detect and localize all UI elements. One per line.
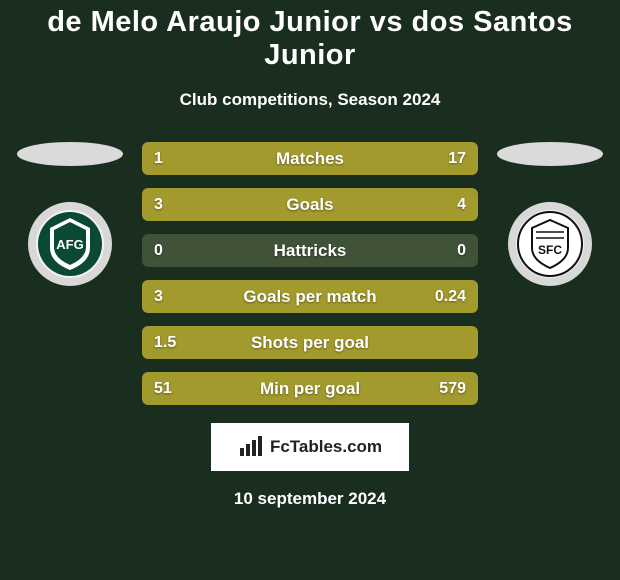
main-row: AFG 117Matches 34Goals 00Hattricks 30.24Goa… bbox=[0, 142, 620, 405]
stat-label: Goals per match bbox=[142, 287, 478, 307]
shield-icon: SFC bbox=[516, 210, 584, 278]
date: 10 september 2024 bbox=[234, 489, 386, 509]
watermark-text: FcTables.com bbox=[270, 437, 382, 457]
subtitle: Club competitions, Season 2024 bbox=[180, 90, 441, 110]
right-column: SFC bbox=[496, 142, 604, 286]
svg-text:AFG: AFG bbox=[56, 237, 83, 252]
left-team-crest: AFG bbox=[28, 202, 112, 286]
right-player-placeholder bbox=[497, 142, 603, 166]
stat-bar: 1.5Shots per goal bbox=[142, 326, 478, 359]
stat-label: Goals bbox=[142, 195, 478, 215]
stat-label: Matches bbox=[142, 149, 478, 169]
comparison-card: de Melo Araujo Junior vs dos Santos Juni… bbox=[0, 0, 620, 580]
right-team-crest: SFC bbox=[508, 202, 592, 286]
chart-icon bbox=[238, 436, 264, 458]
stat-bar: 00Hattricks bbox=[142, 234, 478, 267]
shield-icon: AFG bbox=[36, 210, 104, 278]
left-player-placeholder bbox=[17, 142, 123, 166]
stat-label: Shots per goal bbox=[142, 333, 478, 353]
stat-label: Hattricks bbox=[142, 241, 478, 261]
stat-bar: 117Matches bbox=[142, 142, 478, 175]
stats-column: 117Matches 34Goals 00Hattricks 30.24Goals p… bbox=[142, 142, 478, 405]
page-title: de Melo Araujo Junior vs dos Santos Juni… bbox=[0, 6, 620, 72]
watermark: FcTables.com bbox=[211, 423, 409, 471]
stat-bar: 30.24Goals per match bbox=[142, 280, 478, 313]
left-column: AFG bbox=[16, 142, 124, 286]
stat-bar: 51579Min per goal bbox=[142, 372, 478, 405]
stat-label: Min per goal bbox=[142, 379, 478, 399]
stat-bar: 34Goals bbox=[142, 188, 478, 221]
svg-text:SFC: SFC bbox=[538, 243, 562, 257]
